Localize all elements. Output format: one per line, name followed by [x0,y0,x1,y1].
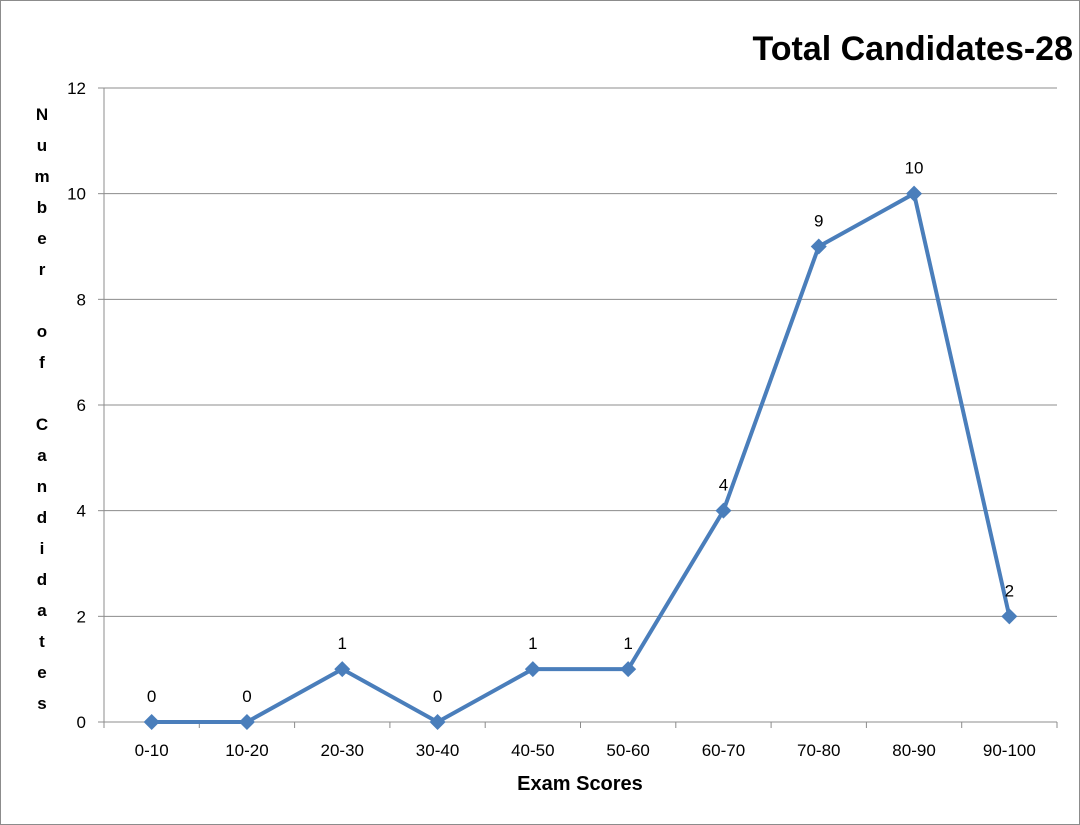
y-axis-title-letter: r [39,260,46,279]
y-axis-title-letter: m [34,167,49,186]
data-label: 0 [433,687,442,706]
series-line [151,191,1012,724]
y-tick-label: 4 [77,502,86,521]
data-label: 1 [528,634,537,653]
y-axis-title-letter: s [37,694,46,713]
x-tick-label: 50-60 [606,741,649,760]
x-tick-label: 40-50 [511,741,554,760]
y-axis-title-letter: C [36,415,48,434]
data-point-marker [143,714,160,730]
x-tick-label: 10-20 [225,741,268,760]
data-point-marker [715,502,732,519]
y-tick-label: 2 [77,607,86,626]
y-axis-title-letter: d [37,508,47,527]
x-axis-title: Exam Scores [517,773,643,795]
y-axis-title-letter: a [37,446,47,465]
data-point-marker [238,714,255,730]
y-tick-label: 6 [77,396,86,415]
y-axis-title-letter: u [37,136,47,155]
y-axis-title-letter: d [37,570,47,589]
data-label: 1 [623,634,632,653]
x-tick-label: 90-100 [983,741,1036,760]
data-label: 0 [147,687,156,706]
gridlines [104,87,1057,617]
y-axis-title-letter: b [37,198,47,217]
data-label: 0 [242,687,251,706]
chart-title: Total Candidates-28 [752,30,1073,68]
y-axis-title-letter: t [39,632,45,651]
x-tick-label: 20-30 [321,741,364,760]
y-tick-label: 12 [67,79,86,98]
y-tick-labels: 0 2 4 6 8 10 12 [67,79,86,732]
series-group [143,185,1018,730]
data-point-marker [524,661,541,678]
axes [98,87,1058,728]
y-axis-title-letter: i [40,539,45,558]
data-label: 9 [814,212,823,231]
y-axis-title-letter: e [37,229,46,248]
y-axis-title-letter: n [37,477,47,496]
data-point-marker [906,185,923,202]
x-tick-label: 80-90 [892,741,935,760]
data-label: 2 [1005,581,1014,600]
y-axis-title-letter: f [39,353,45,372]
data-point-marker [1001,608,1018,625]
data-point-marker [429,714,446,730]
x-tick-label: 30-40 [416,741,459,760]
x-tick-label: 70-80 [797,741,840,760]
y-axis-title-letter: e [37,663,46,682]
data-label: 1 [338,634,347,653]
y-axis-title-letter: a [37,601,47,620]
y-tick-label: 8 [77,290,86,309]
x-tick-labels: 0-10 10-20 20-30 30-40 40-50 50-60 60-70 70-80 8… [135,741,1036,760]
data-point-marker [620,661,637,678]
x-tick-label: 0-10 [135,741,169,760]
y-axis-title-letter: o [37,322,47,341]
data-point-marker [810,238,827,255]
y-tick-label: 0 [77,713,86,732]
data-point-marker [334,661,351,678]
y-axis-title-letter: N [36,105,48,124]
data-label: 10 [905,159,924,178]
x-tick-label: 60-70 [702,741,745,760]
y-tick-label: 10 [67,185,86,204]
data-label: 4 [719,476,728,495]
